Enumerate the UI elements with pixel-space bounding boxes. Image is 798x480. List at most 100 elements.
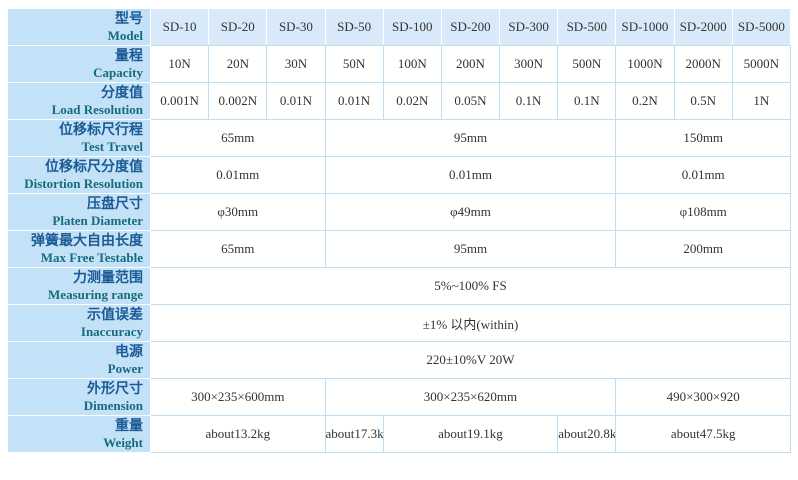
row-inaccuracy: 示值误差 Inaccuracy ±1% 以内(within)	[7, 304, 791, 342]
row-dimension: 外形尺寸 Dimension 300×235×600mm 300×235×620…	[7, 378, 791, 416]
row-load-resolution: 分度值 Load Resolution 0.001N 0.002N 0.01N …	[7, 82, 792, 120]
label-zh: 外形尺寸	[87, 380, 143, 397]
row-label-measuring-range: 力测量范围 Measuring range	[7, 267, 151, 305]
label-en: Capacity	[93, 64, 143, 80]
row-label-test-travel: 位移标尺行程 Test Travel	[7, 119, 151, 157]
value-cell: 2000N	[673, 45, 733, 83]
value-cell: 10N	[149, 45, 210, 83]
value-cell: 300×235×600mm	[150, 378, 326, 416]
label-en: Power	[107, 360, 143, 376]
value-cell: about20.8kg	[557, 415, 617, 453]
label-en: Distortion Resolution	[24, 175, 143, 191]
value-cell: 0.002N	[208, 82, 268, 120]
value-cell: ±1% 以内(within)	[150, 304, 791, 342]
row-label-power: 电源 Power	[7, 341, 151, 379]
label-en: Measuring range	[48, 286, 143, 302]
value-cell: 0.2N	[615, 82, 675, 120]
row-weight: 重量 Weight about13.2kg about17.3kg about1…	[7, 415, 791, 453]
model-cell: SD-20	[208, 8, 268, 46]
model-cell: SD-5000	[731, 8, 792, 46]
row-label-load-resolution: 分度值 Load Resolution	[7, 82, 151, 120]
value-cell: about47.5kg	[615, 415, 791, 453]
value-cell: 500N	[557, 45, 617, 83]
value-cell: about13.2kg	[150, 415, 326, 453]
row-power: 电源 Power 220±10%V 20W	[7, 341, 791, 379]
label-zh: 型号	[115, 10, 143, 27]
row-label-distortion-resolution: 位移标尺分度值 Distortion Resolution	[7, 156, 151, 194]
label-zh: 量程	[115, 47, 143, 64]
value-cell: about19.1kg	[382, 415, 559, 453]
row-platen-diameter: 压盘尺寸 Platen Diameter φ30mm φ49mm φ108mm	[7, 193, 791, 231]
label-en: Inaccuracy	[80, 323, 143, 339]
value-cell: 30N	[266, 45, 326, 83]
model-cell: SD-50	[324, 8, 384, 46]
value-cell: 95mm	[324, 230, 617, 268]
value-cell: 50N	[324, 45, 384, 83]
label-zh: 位移标尺行程	[59, 121, 143, 138]
value-cell: 65mm	[150, 230, 326, 268]
row-measuring-range: 力测量范围 Measuring range 5%~100% FS	[7, 267, 791, 305]
value-cell: 20N	[208, 45, 268, 83]
value-cell: 0.01N	[266, 82, 326, 120]
value-cell: 1N	[731, 82, 792, 120]
model-cell: SD-2000	[673, 8, 733, 46]
value-cell: 0.01N	[324, 82, 384, 120]
row-label-inaccuracy: 示值误差 Inaccuracy	[7, 304, 151, 342]
value-cell: 0.001N	[149, 82, 210, 120]
label-en: Platen Diameter	[52, 212, 143, 228]
row-distortion-resolution: 位移标尺分度值 Distortion Resolution 0.01mm 0.0…	[7, 156, 791, 194]
row-label-dimension: 外形尺寸 Dimension	[7, 378, 151, 416]
value-cell: φ30mm	[150, 193, 326, 231]
label-zh: 压盘尺寸	[87, 195, 143, 212]
value-cell: about17.3kg	[324, 415, 384, 453]
row-label-weight: 重量 Weight	[7, 415, 151, 453]
model-cell: SD-10	[149, 8, 210, 46]
row-max-free-testable: 弹簧最大自由长度 Max Free Testable 65mm 95mm 200…	[7, 230, 791, 268]
label-zh: 弹簧最大自由长度	[31, 232, 143, 249]
value-cell: 0.01mm	[615, 156, 791, 194]
label-zh: 位移标尺分度值	[45, 158, 143, 175]
value-cell: 150mm	[615, 119, 791, 157]
value-cell: 65mm	[150, 119, 326, 157]
value-cell: φ49mm	[324, 193, 617, 231]
value-cell: 0.5N	[673, 82, 733, 120]
row-test-travel: 位移标尺行程 Test Travel 65mm 95mm 150mm	[7, 119, 791, 157]
label-zh: 力测量范围	[73, 269, 143, 286]
row-label-max-free-testable: 弹簧最大自由长度 Max Free Testable	[7, 230, 151, 268]
value-cell: 1000N	[615, 45, 675, 83]
value-cell: 0.01mm	[150, 156, 326, 194]
value-cell: 300N	[499, 45, 559, 83]
label-zh: 示值误差	[87, 306, 143, 323]
label-en: Load Resolution	[51, 101, 143, 117]
label-en: Dimension	[83, 397, 143, 413]
label-zh: 分度值	[101, 84, 143, 101]
value-cell: 0.1N	[557, 82, 617, 120]
label-en: Model	[107, 27, 143, 43]
model-cell: SD-200	[440, 8, 501, 46]
value-cell: 0.1N	[499, 82, 559, 120]
value-cell: 220±10%V 20W	[150, 341, 791, 379]
value-cell: 200N	[440, 45, 501, 83]
row-label-platen-diameter: 压盘尺寸 Platen Diameter	[7, 193, 151, 231]
value-cell: 300×235×620mm	[324, 378, 617, 416]
label-en: Max Free Testable	[40, 249, 143, 265]
row-label-capacity: 量程 Capacity	[7, 45, 151, 83]
value-cell: 5%~100% FS	[150, 267, 791, 305]
value-cell: 0.05N	[440, 82, 501, 120]
label-en: Test Travel	[81, 138, 143, 154]
model-cell: SD-100	[382, 8, 442, 46]
value-cell: 95mm	[324, 119, 617, 157]
model-cell: SD-30	[266, 8, 326, 46]
row-model: 型号 Model SD-10 SD-20 SD-30 SD-50 SD-100 …	[7, 8, 792, 46]
model-cell: SD-300	[499, 8, 559, 46]
value-cell: 0.02N	[382, 82, 442, 120]
row-label-model: 型号 Model	[7, 8, 151, 46]
model-cell: SD-1000	[615, 8, 675, 46]
spec-table: 型号 Model SD-10 SD-20 SD-30 SD-50 SD-100 …	[7, 8, 792, 453]
label-zh: 电源	[115, 343, 143, 360]
value-cell: 5000N	[731, 45, 792, 83]
value-cell: 490×300×920	[615, 378, 791, 416]
row-capacity: 量程 Capacity 10N 20N 30N 50N 100N 200N 30…	[7, 45, 792, 83]
value-cell: 0.01mm	[324, 156, 617, 194]
